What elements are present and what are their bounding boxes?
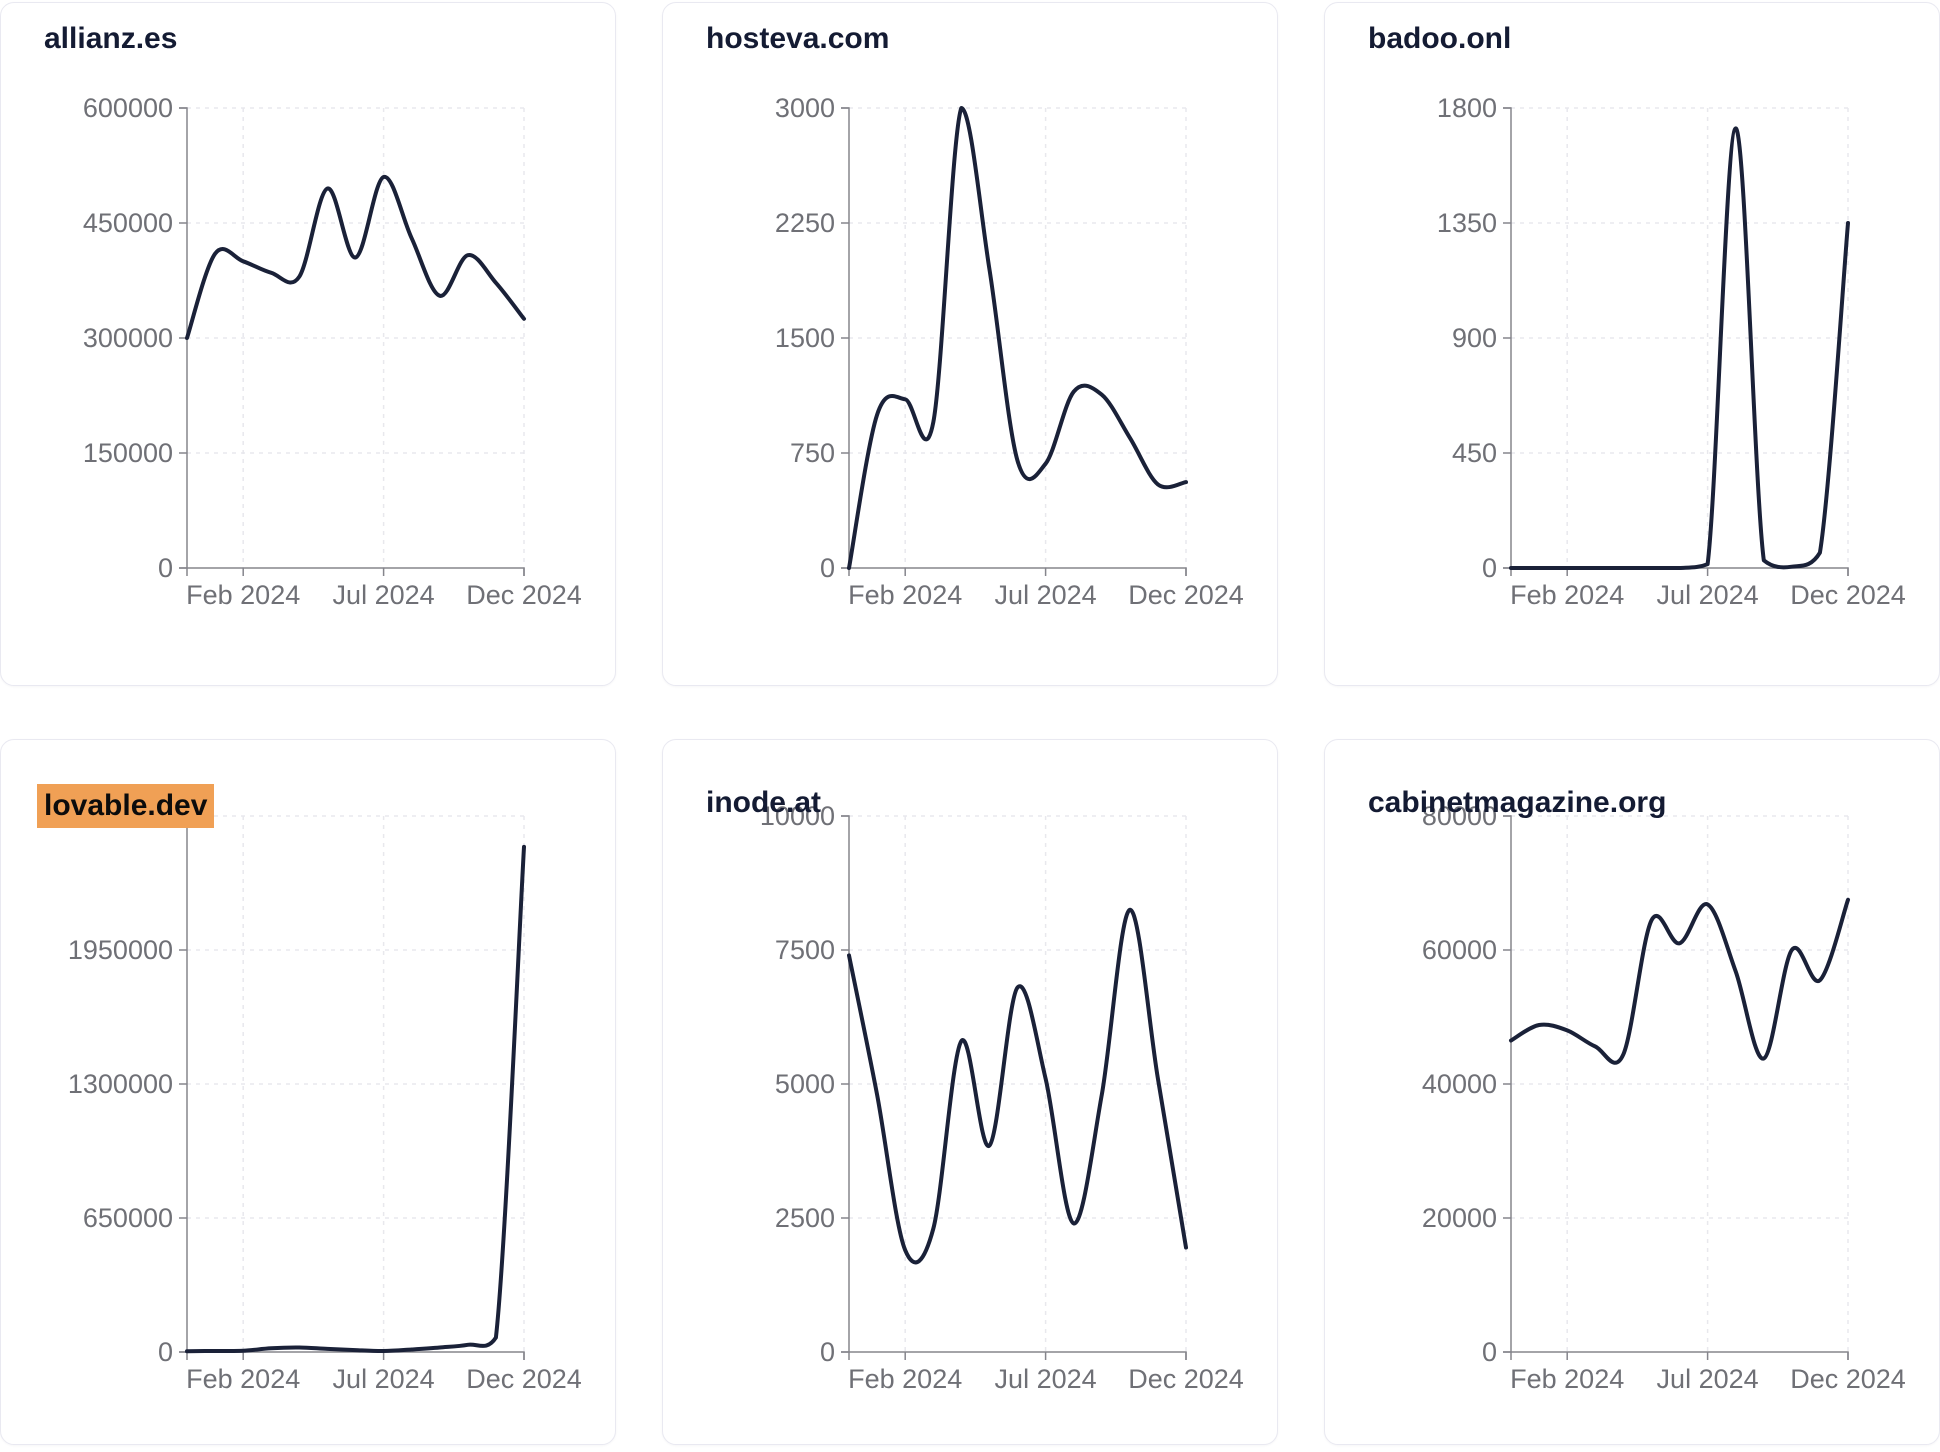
- svg-text:0: 0: [820, 1337, 835, 1367]
- svg-text:0: 0: [1482, 1337, 1497, 1367]
- svg-text:Feb 2024: Feb 2024: [848, 1364, 962, 1394]
- svg-text:Feb 2024: Feb 2024: [848, 580, 962, 610]
- svg-text:1350: 1350: [1437, 208, 1497, 238]
- x-axis: Feb 2024 Jul 2024 Dec 2024: [186, 567, 582, 610]
- series-line: [847, 907, 1188, 1265]
- svg-text:Jul 2024: Jul 2024: [333, 1364, 435, 1394]
- svg-text:Jul 2024: Jul 2024: [995, 1364, 1097, 1394]
- svg-text:80000: 80000: [1422, 801, 1497, 831]
- grid-lines: [1511, 815, 1849, 1352]
- line-chart: 0 20000 40000 60000 80000 Feb 2024 Jul 2024 Dec…: [1422, 801, 1906, 1394]
- svg-text:Dec 2024: Dec 2024: [1128, 580, 1244, 610]
- svg-text:0: 0: [1482, 553, 1497, 583]
- grid-lines: [849, 107, 1187, 568]
- svg-text:1950000: 1950000: [68, 935, 173, 965]
- x-axis: Feb 2024 Jul 2024 Dec 2024: [848, 567, 1244, 610]
- svg-text:600000: 600000: [83, 93, 173, 123]
- y-axis: 0 20000 40000 60000 80000: [1422, 801, 1512, 1367]
- series-line: [1509, 897, 1850, 1065]
- line-chart: 0 150000 300000 450000 600000 Feb 2024 Jul 202…: [83, 93, 582, 610]
- series-line: [847, 106, 1188, 570]
- svg-text:Dec 2024: Dec 2024: [466, 580, 582, 610]
- svg-text:20000: 20000: [1422, 1203, 1497, 1233]
- svg-text:7500: 7500: [775, 935, 835, 965]
- svg-text:650000: 650000: [83, 1203, 173, 1233]
- y-axis: 0 750 1500 2250 3000: [775, 93, 850, 583]
- svg-text:900: 900: [1452, 323, 1497, 353]
- x-axis: Feb 2024 Jul 2024 Dec 2024: [186, 1351, 582, 1394]
- svg-text:Jul 2024: Jul 2024: [995, 580, 1097, 610]
- chart-card: lovable.dev 0650000130000019500002600000…: [0, 739, 616, 1445]
- svg-text:2500: 2500: [775, 1203, 835, 1233]
- svg-text:2250: 2250: [775, 208, 835, 238]
- svg-text:Feb 2024: Feb 2024: [1510, 1364, 1624, 1394]
- svg-text:Dec 2024: Dec 2024: [466, 1364, 582, 1394]
- chart-card: hosteva.com 0 750 1500 2250 3000 Feb 2024 Jul …: [662, 2, 1278, 686]
- chart-card: cabinetmagazine.org 0 20000 40000 60000 8000…: [1324, 739, 1940, 1445]
- svg-text:Jul 2024: Jul 2024: [333, 580, 435, 610]
- svg-text:1300000: 1300000: [68, 1069, 173, 1099]
- grid-lines: [187, 107, 525, 568]
- line-chart: 0650000130000019500002600000Feb 2024Jul …: [68, 801, 582, 1394]
- x-axis: Feb 2024 Jul 2024 Dec 2024: [1510, 1351, 1906, 1394]
- series-line: [185, 844, 526, 1354]
- svg-text:150000: 150000: [83, 438, 173, 468]
- svg-text:Jul 2024: Jul 2024: [1657, 1364, 1759, 1394]
- svg-text:450: 450: [1452, 438, 1497, 468]
- svg-text:0: 0: [158, 553, 173, 583]
- chart-title: cabinetmagazine.org: [1368, 786, 1667, 819]
- x-axis: Feb 2024 Jul 2024 Dec 2024: [848, 1351, 1244, 1394]
- y-axis: 0 450 900 1350 1800: [1437, 93, 1512, 583]
- line-chart: 0 750 1500 2250 3000 Feb 2024 Jul 2024 Dec 2024: [775, 93, 1244, 610]
- svg-text:0: 0: [158, 1337, 173, 1367]
- svg-text:1800: 1800: [1437, 93, 1497, 123]
- svg-text:Feb 2024: Feb 2024: [186, 1364, 300, 1394]
- svg-text:450000: 450000: [83, 208, 173, 238]
- svg-text:40000: 40000: [1422, 1069, 1497, 1099]
- svg-text:Dec 2024: Dec 2024: [1790, 580, 1906, 610]
- line-chart: 0 450 900 1350 1800 Feb 2024 Jul 2024 Dec 2024: [1437, 93, 1906, 610]
- series-line: [185, 175, 526, 340]
- y-axis: 0650000130000019500002600000: [68, 801, 188, 1367]
- y-axis: 0 2500 5000 7500 10000: [760, 801, 850, 1367]
- chart-card: allianz.es 0 150000 300000 450000 600000 Feb …: [0, 2, 616, 686]
- grid-lines: [849, 815, 1187, 1352]
- svg-text:5000: 5000: [775, 1069, 835, 1099]
- chart-title-highlighted: lovable.dev: [37, 784, 215, 828]
- svg-text:1500: 1500: [775, 323, 835, 353]
- chart-card: inode.at 0 2500 5000 7500 10000 Feb 2024 Jul 2…: [662, 739, 1278, 1445]
- chart-title: badoo.onl: [1368, 22, 1512, 55]
- svg-text:10000: 10000: [760, 801, 835, 831]
- svg-text:60000: 60000: [1422, 935, 1497, 965]
- svg-text:750: 750: [790, 438, 835, 468]
- chart-title: inode.at: [706, 786, 822, 819]
- svg-text:300000: 300000: [83, 323, 173, 353]
- line-chart: 0 2500 5000 7500 10000 Feb 2024 Jul 2024 Dec 20…: [760, 801, 1244, 1394]
- series-line: [1509, 126, 1850, 571]
- svg-text:Feb 2024: Feb 2024: [1510, 580, 1624, 610]
- svg-text:Dec 2024: Dec 2024: [1790, 1364, 1906, 1394]
- svg-text:Jul 2024: Jul 2024: [1657, 580, 1759, 610]
- y-axis: 0 150000 300000 450000 600000: [83, 93, 188, 583]
- chart-title: allianz.es: [44, 22, 178, 55]
- svg-text:Feb 2024: Feb 2024: [186, 580, 300, 610]
- grid-lines: [187, 815, 525, 1352]
- chart-title: hosteva.com: [706, 22, 890, 55]
- chart-card: badoo.onl 0 450 900 1350 1800 Feb 2024 Jul 202…: [1324, 2, 1940, 686]
- x-axis: Feb 2024 Jul 2024 Dec 2024: [1510, 567, 1906, 610]
- svg-text:0: 0: [820, 553, 835, 583]
- svg-text:3000: 3000: [775, 93, 835, 123]
- grid-lines: [1511, 107, 1849, 568]
- svg-text:Dec 2024: Dec 2024: [1128, 1364, 1244, 1394]
